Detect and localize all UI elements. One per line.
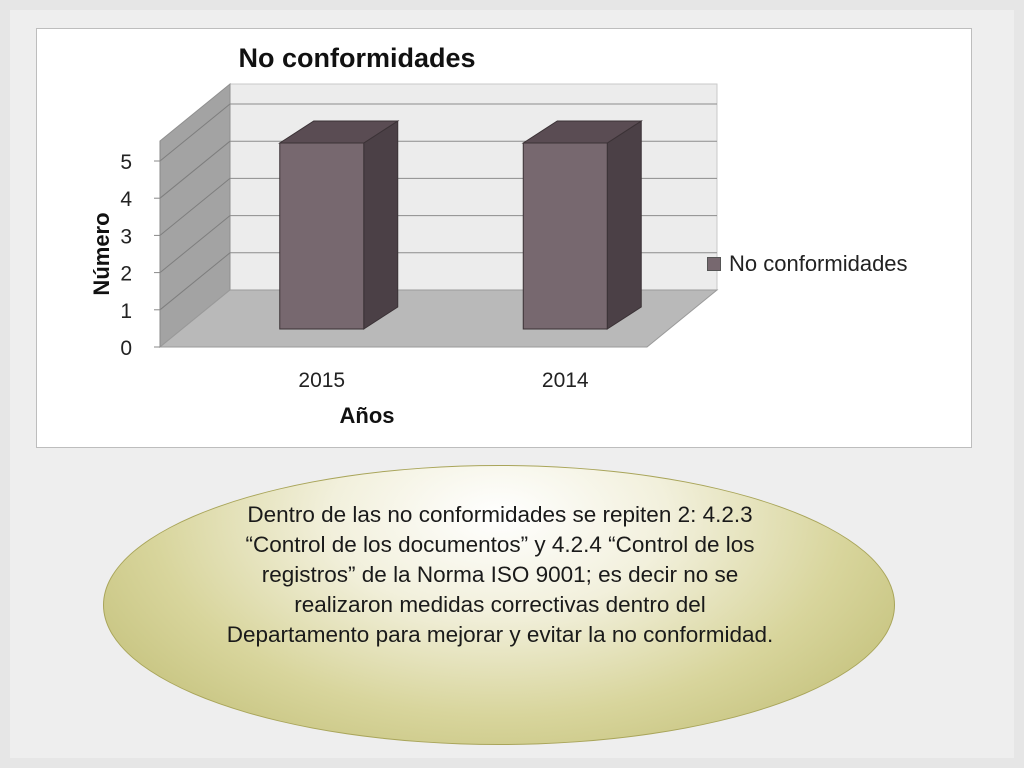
chart-frame: No conformidades 0 1 2 3 4 5 2015 2014 Años Númer… [36,28,972,448]
legend-label: No conformidades [729,251,908,276]
gridline-side [159,140,231,199]
chart-plot: 0 1 2 3 4 5 2015 2014 Años Número [89,82,719,428]
bar [522,142,608,330]
x-tick-label: 2014 [542,369,589,392]
bar [279,142,365,330]
bar-side [363,120,399,330]
bar-side [606,120,642,330]
gridline-side [159,178,231,236]
chart-title: No conformidades [238,43,476,73]
x-tick-label: 2015 [298,369,345,392]
callout-ellipse [103,465,895,745]
legend-swatch [707,257,721,271]
callout-text: Dentro de las no conformidades se repite… [226,502,774,647]
x-axis-title: Años [340,403,395,428]
y-tick-label: 3 [120,225,132,248]
chart-legend: No conformidades [707,251,908,277]
y-tick-label: 5 [120,151,132,174]
y-axis-title: Número [89,212,114,295]
y-tick-label: 0 [120,337,132,360]
gridline-side [159,215,231,273]
gridline-side [159,103,231,162]
y-tick-label: 2 [120,263,132,286]
y-tick-label: 4 [120,188,132,211]
gridline-side [159,252,231,311]
y-tick-label: 1 [120,300,132,323]
